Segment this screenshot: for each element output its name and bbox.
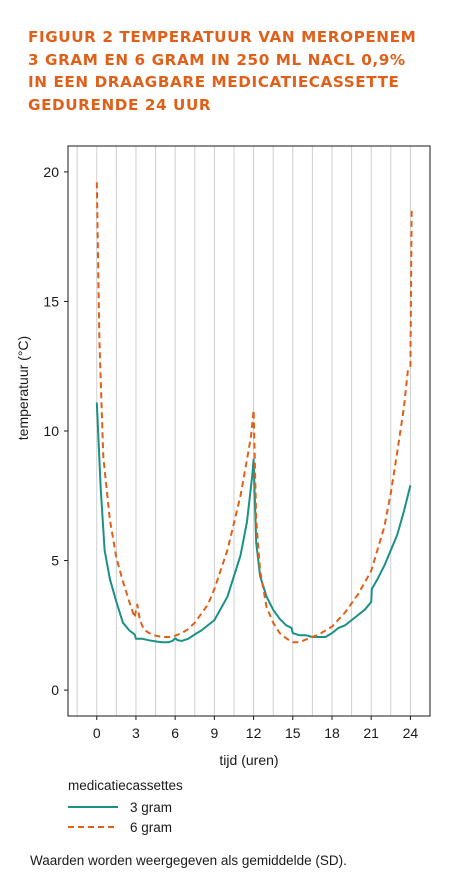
plot-frame [67, 145, 431, 717]
y-tick-label: 10 [43, 423, 59, 439]
series-layer [95, 182, 413, 644]
x-tick-label: 3 [132, 725, 140, 741]
x-tick-label: 9 [210, 725, 218, 741]
title-line: 3 GRAM EN 6 GRAM IN 250 ML NACL 0,9% [28, 50, 406, 69]
y-tick-label: 20 [43, 164, 59, 180]
x-tick-label: 15 [285, 725, 301, 741]
series-line-3-gram [95, 402, 412, 644]
x-tick-label: 12 [246, 725, 262, 741]
title-line: IN EEN DRAAGBARE MEDICATIECASSETTE [28, 73, 400, 91]
legend-item-6-gram: 6 gram [68, 817, 183, 837]
axes: 0 5 10 15 20 0 3 6 9 12 15 18 21 24 [43, 145, 431, 741]
legend-label: 3 gram [130, 799, 173, 815]
x-axis-label: tijd (uren) [219, 752, 278, 768]
series-line-6-gram [95, 182, 413, 644]
x-tick-label: 6 [171, 725, 179, 741]
figure-title: FIGUUR 2 TEMPERATUUR VAN MEROPENEM 3 GRA… [28, 26, 448, 116]
footnote: Waarden worden weergegeven als gemiddeld… [30, 853, 347, 868]
legend-swatch-solid [68, 806, 118, 808]
grid [76, 146, 411, 716]
x-tick-label: 0 [93, 725, 101, 741]
x-tick-label: 24 [403, 725, 419, 741]
y-tick-label: 15 [43, 293, 59, 309]
legend-label: 6 gram [130, 819, 173, 835]
y-tick-label: 0 [51, 682, 59, 698]
title-line: GEDURENDE 24 UUR [28, 95, 212, 114]
legend-swatch-dashed [68, 826, 118, 828]
x-tick-label: 21 [363, 725, 379, 741]
x-tick-label: 18 [324, 725, 340, 741]
y-axis-label: temperatuur (°C) [15, 336, 31, 440]
legend-title: medicatiecassettes [68, 778, 183, 793]
legend-item-3-gram: 3 gram [68, 797, 183, 817]
legend: medicatiecassettes 3 gram 6 gram [68, 778, 183, 837]
y-tick-label: 5 [51, 553, 59, 569]
title-line: FIGUUR 2 TEMPERATUUR VAN MEROPENEM [28, 28, 417, 46]
